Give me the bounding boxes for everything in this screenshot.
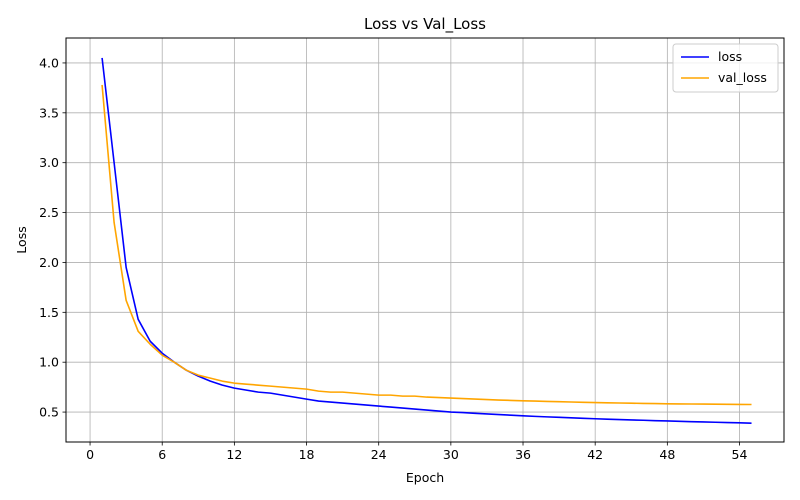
x-tick-label: 0 (86, 447, 94, 462)
plot-frame (65, 37, 785, 443)
series-line-val-loss (101, 84, 752, 406)
x-tick-label: 24 (371, 447, 387, 462)
y-tick-label: 4.0 (39, 55, 59, 70)
x-tick-label: 48 (659, 447, 675, 462)
x-tick-label: 18 (299, 447, 315, 462)
x-axis-ticks: 0 6 12 18 24 30 36 42 48 54 (86, 442, 748, 462)
series-line-loss (101, 57, 752, 424)
x-tick-label: 6 (158, 447, 166, 462)
y-tick-label: 3.5 (39, 105, 59, 120)
y-tick-label: 3.0 (39, 155, 59, 170)
chart-title: Loss vs Val_Loss (364, 15, 486, 34)
legend: loss val_loss (672, 43, 779, 93)
series-layer (101, 57, 752, 424)
x-tick-label: 36 (515, 447, 531, 462)
y-axis-label: Loss (14, 226, 29, 253)
x-tick-label: 54 (732, 447, 748, 462)
x-tick-label: 30 (443, 447, 459, 462)
x-axis-label: Epoch (406, 470, 444, 485)
y-axis-ticks: 0.5 1.0 1.5 2.0 2.5 3.0 3.5 4.0 (39, 55, 66, 420)
legend-box (672, 43, 779, 93)
y-tick-label: 1.0 (39, 355, 59, 370)
legend-label-val-loss: val_loss (718, 70, 767, 85)
y-tick-label: 2.0 (39, 255, 59, 270)
y-tick-label: 1.5 (39, 305, 59, 320)
x-tick-label: 12 (226, 447, 242, 462)
legend-label-loss: loss (718, 49, 742, 64)
x-tick-label: 42 (587, 447, 603, 462)
grid-lines (66, 38, 784, 442)
y-tick-label: 2.5 (39, 205, 59, 220)
y-tick-label: 0.5 (39, 405, 59, 420)
